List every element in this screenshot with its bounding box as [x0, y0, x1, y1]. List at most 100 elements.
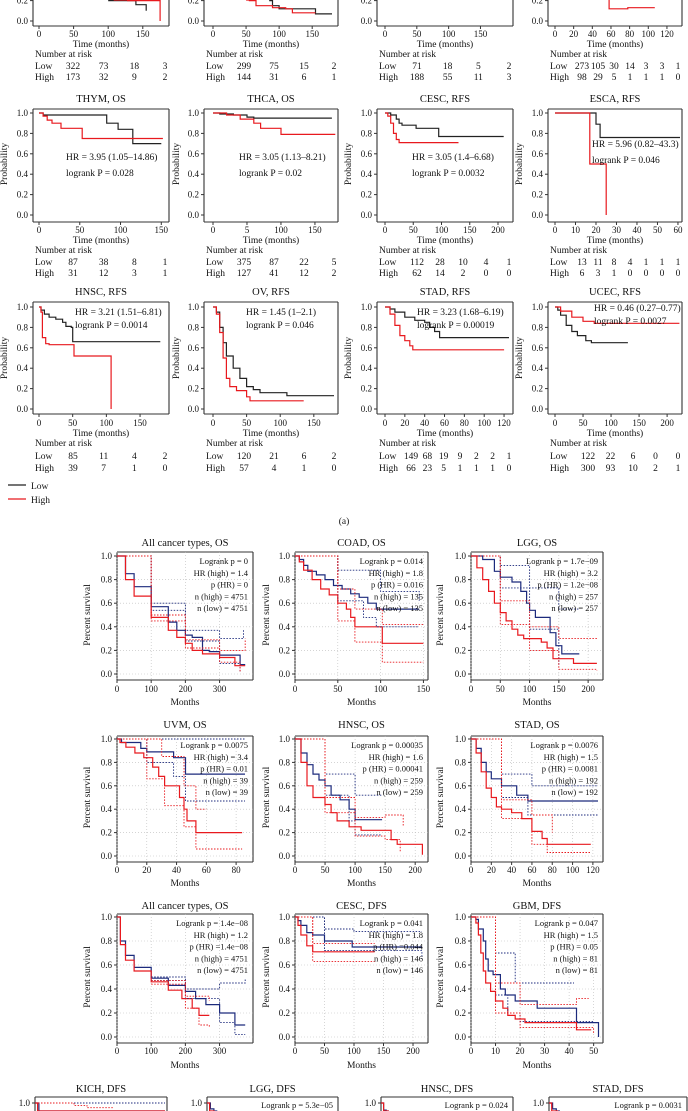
- risk-count: 1: [612, 269, 617, 279]
- survival-curve: [471, 916, 592, 1031]
- stat-annotation: Logrank p = 0.014: [360, 556, 424, 566]
- y-tick-label: 0.6: [455, 598, 467, 608]
- x-tick-label: 0: [553, 29, 558, 39]
- risk-count: 4: [628, 258, 633, 268]
- confidence-band: [295, 916, 375, 962]
- risk-count: 1: [132, 464, 137, 474]
- risk-count: 10: [458, 258, 468, 268]
- stat-annotation: HR = 1.45 (1–2.1): [246, 307, 316, 318]
- plot-frame: [548, 1096, 688, 1111]
- confidence-band: [295, 555, 424, 663]
- x-axis-label: Months: [347, 879, 376, 889]
- x-axis-label: Time (months): [417, 428, 473, 439]
- risk-row-label: High: [35, 269, 54, 279]
- survival-curve: [385, 112, 459, 144]
- risk-count: 0: [163, 464, 168, 474]
- y-tick-label: 0.6: [279, 781, 291, 791]
- survival-curve: [113, 0, 161, 21]
- risk-count: 14: [625, 62, 635, 72]
- y-tick-label: 0.2: [101, 828, 112, 838]
- risk-table-heading: Number at risk: [379, 50, 436, 60]
- x-tick-label: 100: [477, 418, 491, 428]
- risk-count: 4: [484, 258, 489, 268]
- stat-annotation: n (high) = 81: [553, 953, 598, 963]
- survival-curve: [39, 112, 163, 140]
- y-tick-label: 0.4: [17, 363, 29, 373]
- risk-count: 62: [412, 269, 422, 279]
- stat-annotation: n (low) = 259: [376, 787, 423, 797]
- y-tick-label: 1.0: [365, 1098, 377, 1108]
- risk-count: 1: [644, 258, 649, 268]
- confidence-band: [117, 555, 246, 651]
- x-tick-label: 0: [293, 684, 298, 694]
- x-tick-label: 60: [202, 865, 212, 875]
- risk-count: 10: [628, 464, 638, 474]
- x-tick-label: 200: [179, 1046, 193, 1056]
- x-tick-label: 100: [435, 225, 449, 235]
- plot-area: [377, 0, 513, 26]
- x-axis-label: Time (months): [243, 428, 299, 439]
- y-tick-label: 0.4: [532, 169, 544, 179]
- y-tick-label: 0.2: [455, 645, 466, 655]
- y-tick-label: 0.2: [361, 0, 372, 6]
- risk-count: 1: [163, 258, 168, 268]
- risk-count: 4: [272, 464, 277, 474]
- x-tick-label: 20: [516, 1046, 526, 1056]
- x-tick-label: 0: [115, 1046, 120, 1056]
- plot-frame: [32, 0, 170, 27]
- x-tick-label: 100: [114, 225, 128, 235]
- risk-count: 1: [163, 269, 168, 279]
- plot-frame: [34, 1096, 168, 1111]
- risk-count: 2: [653, 464, 658, 474]
- confidence-band: [151, 976, 246, 990]
- y-tick-label: 0.4: [532, 363, 544, 373]
- plot-area: [204, 109, 338, 222]
- plot-frame: [32, 301, 170, 415]
- x-tick-label: 50: [409, 225, 419, 235]
- y-tick-label: 0.2: [279, 1008, 290, 1018]
- stat-annotation: HR (high) = 1.8: [369, 930, 423, 940]
- risk-count: 3: [644, 62, 649, 72]
- stat-annotation: HR (high) = 1.5: [544, 930, 598, 940]
- y-tick-label: 1.0: [455, 551, 467, 561]
- x-tick-label: 150: [463, 225, 477, 235]
- km-plot-lgg-dfs: LGG, DFS 1.0 Logrank p = 5.3e−05: [191, 1084, 339, 1111]
- stat-annotation: Logrank p = 0.041: [360, 918, 423, 928]
- risk-count: 0: [676, 269, 681, 279]
- risk-count: 8: [612, 258, 617, 268]
- x-tick-label: 100: [272, 29, 286, 39]
- y-tick-label: 1.0: [101, 551, 113, 561]
- risk-count: 0: [507, 269, 512, 279]
- x-tick-label: 80: [625, 29, 635, 39]
- risk-count: 3: [596, 269, 601, 279]
- risk-count: 87: [68, 258, 78, 268]
- x-axis-label: Months: [170, 1061, 199, 1071]
- stat-annotation: Logrank p = 1.7e−09: [526, 556, 598, 566]
- stat-annotation: p (HR) = 0.05: [550, 942, 598, 952]
- plot-area: [548, 302, 682, 414]
- x-tick-label: 20: [591, 225, 601, 235]
- plot-frame: [376, 0, 514, 27]
- plot-title: STAD, RFS: [420, 287, 471, 298]
- km-plot-kich-dfs: KICH, DFS 1.0: [19, 1084, 168, 1111]
- y-tick-label: 0.8: [188, 322, 200, 332]
- confidence-band: [295, 555, 420, 628]
- risk-count: 41: [269, 269, 279, 279]
- stat-annotation: n (low) = 192: [551, 787, 598, 797]
- risk-count: 19: [439, 452, 449, 462]
- risk-count: 22: [299, 258, 309, 268]
- plot-title: THYM, OS: [76, 94, 126, 105]
- y-tick-label: 1.0: [279, 551, 291, 561]
- risk-row-label: Low: [206, 258, 224, 268]
- plot-area: [548, 109, 682, 222]
- plot-area: [33, 109, 169, 222]
- km-plot-uvm-os: UVM, OS 0.0 0.2 0.4 0.6 0.8 1.0 0 20 40 60 80 Months…: [83, 720, 254, 889]
- y-axis-label: Probability: [172, 143, 182, 185]
- risk-count: 14: [435, 269, 445, 279]
- plot-area: [377, 302, 513, 414]
- stat-annotation: n (high) = 259: [374, 775, 423, 785]
- y-tick-label: 0.6: [532, 343, 544, 353]
- risk-count: 5: [332, 258, 337, 268]
- confidence-band: [471, 738, 591, 853]
